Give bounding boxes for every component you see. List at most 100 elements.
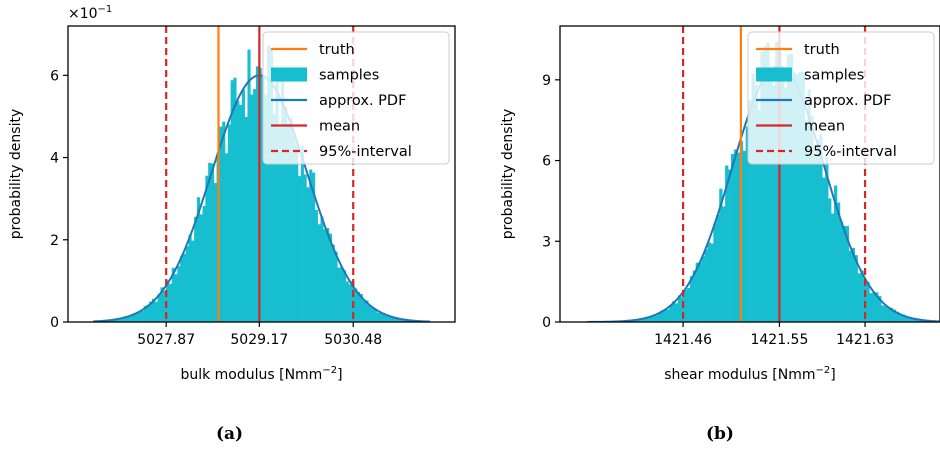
histogram-bar xyxy=(227,124,231,322)
axes-frame xyxy=(67,25,456,323)
histogram-bar xyxy=(379,312,383,322)
histogram-bar xyxy=(692,270,696,322)
histogram-bar xyxy=(651,316,655,322)
histogram-bar xyxy=(913,319,917,322)
histogram-bar xyxy=(239,104,243,322)
x-axis-label: bulk modulus [Nmm−2] xyxy=(180,365,342,383)
histogram-bar xyxy=(123,317,128,322)
histogram-bar xyxy=(789,53,794,322)
histogram-bar xyxy=(267,45,271,322)
histogram-bar xyxy=(356,291,361,322)
histogram-bar xyxy=(660,310,664,322)
histogram-bar xyxy=(393,317,397,322)
histogram-bar xyxy=(230,80,234,322)
histogram-bar xyxy=(775,41,779,322)
histogram-bar xyxy=(636,319,641,322)
histogram-bar xyxy=(196,197,201,322)
histogram-bar xyxy=(275,76,279,322)
histogram-bar xyxy=(695,262,699,322)
histogram-bar xyxy=(919,319,923,322)
histogram-bar xyxy=(742,150,747,322)
histogram-bar xyxy=(889,307,894,322)
histogram-bar xyxy=(191,240,195,322)
histogram-bar xyxy=(368,305,372,322)
histogram-bar xyxy=(804,122,808,322)
histogram-bar xyxy=(836,202,841,322)
histogram-bar xyxy=(895,311,900,322)
histogram-bar xyxy=(701,256,705,322)
y-tick-label: 4 xyxy=(50,151,59,167)
legend-truth: truth xyxy=(271,42,355,58)
caption-b: (b) xyxy=(706,424,734,444)
histogram-bar xyxy=(334,251,338,322)
histogram-bar xyxy=(129,315,133,322)
histogram-bar xyxy=(269,48,274,322)
histogram-bar xyxy=(725,165,729,322)
histogram-bar xyxy=(317,224,321,322)
legend-label: samples xyxy=(804,68,864,84)
legend-box xyxy=(747,31,935,165)
histogram-bar xyxy=(370,308,375,322)
y-axis-label: probability density xyxy=(8,109,24,239)
histogram-bar xyxy=(143,305,147,322)
legend-label: mean xyxy=(804,119,845,135)
histogram-bar xyxy=(854,255,858,322)
histogram-bar xyxy=(292,135,296,322)
histogram-bar xyxy=(733,149,738,322)
histogram-bar xyxy=(182,253,187,322)
y-tick-label: 2 xyxy=(50,233,59,249)
legend-mean: mean xyxy=(756,119,845,135)
histogram-bar xyxy=(819,134,823,322)
histogram-bar xyxy=(869,293,873,322)
y-tick-label: 9 xyxy=(542,73,551,89)
histogram-bar xyxy=(916,319,920,322)
histogram-bar xyxy=(300,145,304,322)
histogram-bar xyxy=(362,300,366,322)
histogram-bar xyxy=(373,308,377,322)
y-axis-label: probability density xyxy=(500,109,516,239)
histogram-bar xyxy=(654,315,658,322)
x-axis-label: shear modulus [Nmm−2] xyxy=(664,365,835,383)
y-tick-label: 6 xyxy=(542,154,551,170)
histogram-bar xyxy=(253,89,257,322)
legend-label: truth xyxy=(319,42,355,58)
histogram-bar xyxy=(261,74,265,322)
histogram-bar xyxy=(757,109,761,322)
histogram-bar xyxy=(686,287,691,322)
histogram-bar xyxy=(146,304,150,322)
histogram-bar xyxy=(816,139,820,322)
histogram-bar xyxy=(822,177,826,322)
histogram-bar xyxy=(860,270,864,322)
histogram-bar xyxy=(247,49,251,322)
histogram-bar xyxy=(669,305,673,322)
histogram-bar xyxy=(222,121,226,322)
histogram-bar xyxy=(901,314,905,322)
histogram-bar xyxy=(152,298,156,322)
histogram-bar xyxy=(642,318,646,322)
histogram-bar xyxy=(354,288,358,322)
legend-label: 95%-interval xyxy=(804,144,897,160)
legend-label: approx. PDF xyxy=(804,93,891,109)
pdf-curve xyxy=(93,74,430,322)
legend-box xyxy=(262,31,450,165)
legend-interval: 95%-interval xyxy=(271,144,412,160)
legend-samples: samples xyxy=(756,67,864,84)
histogram-bar xyxy=(202,206,206,322)
histogram-bar xyxy=(390,316,394,322)
histogram-bar xyxy=(772,85,776,322)
histogram-bar xyxy=(795,74,799,322)
histogram-bar xyxy=(810,115,814,322)
histogram-bar xyxy=(171,267,175,322)
histogram-bar xyxy=(783,87,788,322)
histogram-bar xyxy=(639,318,643,322)
histogram-bar xyxy=(689,276,694,322)
histogram-bar xyxy=(683,289,688,322)
x-tick-label: 5029.17 xyxy=(230,332,288,348)
legend-truth: truth xyxy=(756,42,840,58)
histogram-bar xyxy=(845,226,850,322)
histogram-bar xyxy=(710,243,714,322)
histogram-bar xyxy=(769,70,773,322)
histogram-bar xyxy=(910,318,914,322)
histogram-bar xyxy=(839,221,844,322)
